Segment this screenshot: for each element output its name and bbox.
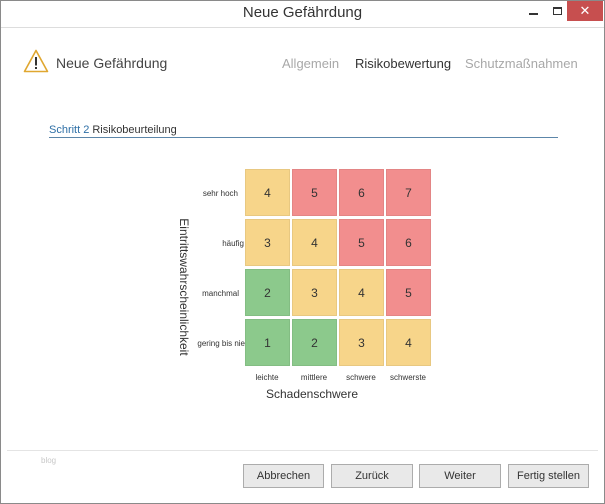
title-bar: Neue Gefährdung ✕ [1,1,604,27]
minimize-icon [528,13,538,15]
window-title: Neue Gefährdung [242,4,363,21]
page-title: Neue Gefährdung [56,55,168,71]
matrix-cell-r1-c3[interactable]: 6 [386,219,431,266]
step-name: Risikobeurteilung [92,124,177,136]
cancel-button[interactable]: Abbrechen [243,464,324,488]
next-button[interactable]: Weiter [419,464,501,488]
matrix-cell-r2-c0[interactable]: 2 [245,269,290,316]
matrix-cell-r2-c2[interactable]: 4 [339,269,384,316]
x-axis-label: Schadenschwere [265,387,359,401]
matrix-cell-r3-c2[interactable]: 3 [339,319,384,366]
tab-risikobewertung[interactable]: Risikobewertung [355,56,452,71]
matrix-cell-r0-c2[interactable]: 6 [339,169,384,216]
minimize-button[interactable] [523,1,543,21]
row-label-sehr-hoch: sehr hoch [202,189,238,198]
row-label-gering-bis-nie: gering bis nie [197,339,245,348]
matrix-cell-r0-c1[interactable]: 5 [292,169,337,216]
matrix-cell-r2-c1[interactable]: 3 [292,269,337,316]
col-label-mittlere: mittlere [300,373,328,382]
step-underline [49,137,558,138]
step-number: Schritt 2 [49,124,90,136]
matrix-cell-r0-c3[interactable]: 7 [386,169,431,216]
tab-schutzmassnahmen[interactable]: Schutzmaßnahmen [465,56,578,71]
matrix-cell-r1-c1[interactable]: 4 [292,219,337,266]
tab-allgemein[interactable]: Allgemein [282,56,340,71]
step-header: Schritt 2 Risikobeurteilung [49,124,177,136]
footer-divider [7,450,598,451]
matrix-cell-r3-c1[interactable]: 2 [292,319,337,366]
col-label-leichte: leichte [255,373,279,382]
close-button[interactable]: ✕ [567,1,603,21]
matrix-cell-r0-c0[interactable]: 4 [245,169,290,216]
watermark-text: blog [41,456,57,465]
matrix-cell-r3-c0[interactable]: 1 [245,319,290,366]
matrix-cell-r2-c3[interactable]: 5 [386,269,431,316]
warning-icon [23,49,49,73]
matrix-cell-r1-c0[interactable]: 3 [245,219,290,266]
back-button[interactable]: Zurück [331,464,413,488]
finish-button[interactable]: Fertig stellen [508,464,589,488]
col-label-schwere: schwere [346,373,376,382]
row-label-manchmal: manchmal [202,289,239,298]
matrix-cell-r1-c2[interactable]: 5 [339,219,384,266]
maximize-button[interactable] [547,1,567,21]
row-label-haeufig: häufig [222,239,244,248]
close-icon: ✕ [579,3,591,18]
matrix-cell-r3-c3[interactable]: 4 [386,319,431,366]
maximize-icon [552,7,562,15]
y-axis-label: Eintrittswahrscheinlichkeit [177,218,191,356]
title-divider [1,27,604,28]
col-label-schwerste: schwerste [389,373,426,382]
